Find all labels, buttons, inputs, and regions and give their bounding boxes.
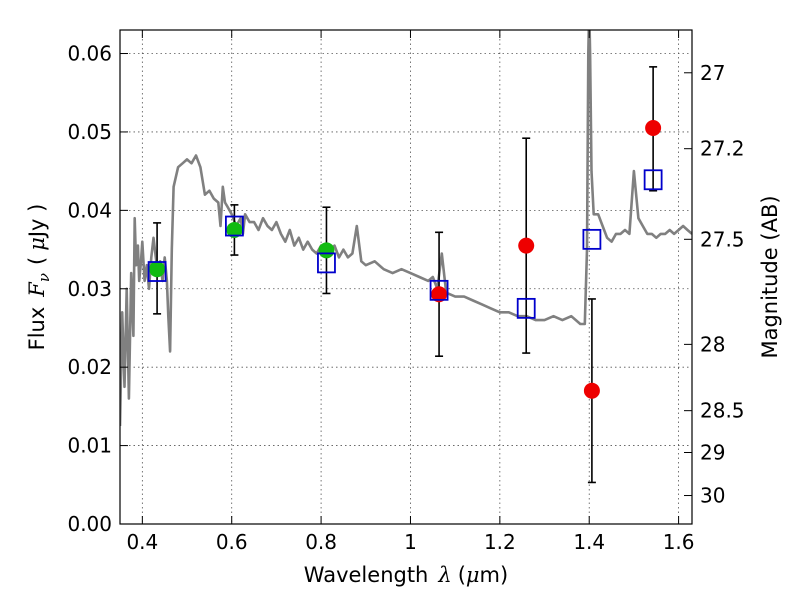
y-tick-label: 0.01: [67, 434, 112, 458]
y-tick-label: 0.00: [67, 512, 112, 536]
observed-flux-point: [583, 382, 600, 399]
observed-flux-point: [645, 120, 662, 137]
model-photometry-point: [317, 252, 336, 274]
y-tick-label: 0.03: [67, 277, 112, 301]
model-photometry-points: [147, 169, 663, 319]
x-axis-ticks: 0.4 0.6 0.8 1 1.2 1.4 1.6: [126, 30, 695, 554]
model-photometry-point: [224, 215, 244, 237]
x-tick-label: 0.4: [126, 530, 158, 554]
plot-area: [120, 30, 692, 484]
observed-flux-point: [149, 261, 166, 278]
magnitude-tick-label: 30: [700, 484, 725, 508]
model-photometry-point: [147, 261, 167, 282]
magnitude-axis-ticks: 27 27.2 27.5 28 28.5 29 30: [684, 61, 745, 508]
magnitude-tick-label: 27.5: [700, 227, 745, 251]
magnitude-tick-label: 28: [700, 332, 725, 356]
magnitude-tick-label: 27: [700, 61, 725, 85]
magnitude-axis-label: Magnitude (AB): [758, 195, 782, 358]
magnitude-tick-label: 29: [700, 440, 725, 464]
y-axis-label: FluxFν(μJy ): [25, 204, 53, 351]
model-photometry-point: [429, 279, 449, 301]
observed-flux-point: [431, 286, 448, 303]
y-tick-label: 0.06: [67, 42, 112, 66]
observed-flux-point: [318, 242, 335, 259]
observed-flux-point: [518, 237, 535, 254]
model-photometry-point: [643, 169, 663, 191]
plot-frame: [119, 29, 693, 525]
x-tick-label: 1.4: [573, 530, 605, 554]
x-axis-label: Wavelength λ (μm): [304, 563, 508, 587]
x-tick-label: 1.2: [484, 530, 516, 554]
y-tick-label: 0.05: [67, 120, 112, 144]
y-tick-label: 0.04: [67, 198, 112, 222]
observed-flux-point: [226, 221, 243, 238]
y-axis-ticks: 0.00 0.01 0.02 0.03 0.04 0.05 0.06: [67, 42, 128, 536]
model-photometry-point: [516, 297, 536, 319]
x-tick-label: 1.6: [663, 530, 695, 554]
magnitude-tick-label: 27.2: [700, 137, 745, 161]
x-tick-label: 0.8: [305, 530, 337, 554]
model-photometry-point: [582, 228, 602, 250]
plot-background: [120, 30, 692, 524]
x-tick-label: 1: [404, 530, 417, 554]
x-tick-label: 0.6: [216, 530, 248, 554]
magnitude-tick-label: 28.5: [700, 399, 745, 423]
observed-flux-points: [149, 120, 662, 399]
y-tick-label: 0.02: [67, 355, 112, 379]
